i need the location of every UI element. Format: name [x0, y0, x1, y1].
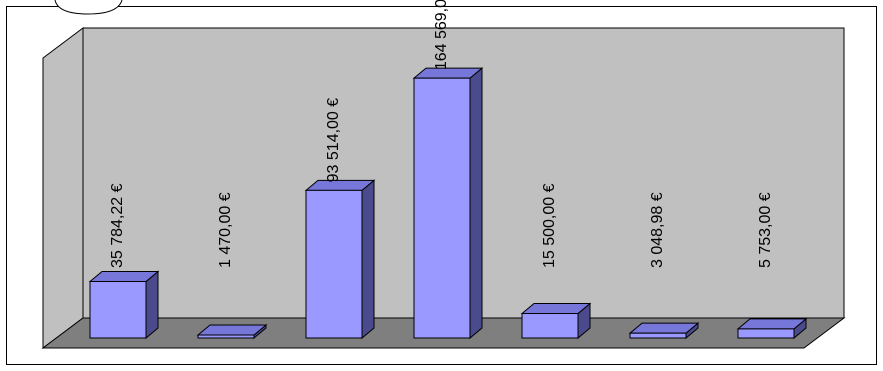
data-label: 93 514,00 € [325, 98, 342, 183]
bar-front-face [197, 334, 255, 339]
bar-front-face [305, 189, 363, 339]
bars-layer [88, 67, 808, 340]
header-tab-shape [54, 0, 123, 15]
data-label: 35 784,22 € [109, 183, 126, 268]
bar [628, 322, 700, 340]
bar [520, 302, 592, 340]
bar-side-face [145, 270, 159, 340]
bar-top-face [628, 322, 700, 334]
bar [196, 323, 268, 340]
bar-front-face [521, 313, 579, 339]
bar-top-face [736, 318, 808, 330]
bar-top-face [520, 303, 592, 315]
bar [736, 317, 808, 340]
bar [412, 67, 484, 340]
bar-top-face [196, 324, 268, 336]
data-label: 3 048,98 € [649, 192, 666, 268]
bar-side-face [361, 179, 375, 340]
bar-side-face [469, 67, 483, 340]
bar-front-face [629, 332, 687, 339]
bar-front-face [89, 280, 147, 339]
bar [88, 270, 160, 340]
bar-top-face [88, 270, 160, 282]
data-label: 164 569,00 € [433, 0, 450, 70]
side-wall [42, 27, 84, 349]
data-label: 1 470,00 € [217, 192, 234, 268]
data-labels-layer: 35 784,22 € 1 470,00 € 93 514,00 € 164 569,… [109, 0, 774, 268]
bar-front-face [737, 328, 795, 339]
data-label: 5 753,00 € [757, 192, 774, 268]
bar-front-face [413, 77, 471, 339]
data-label: 15 500,00 € [541, 183, 558, 268]
bar [304, 179, 376, 340]
